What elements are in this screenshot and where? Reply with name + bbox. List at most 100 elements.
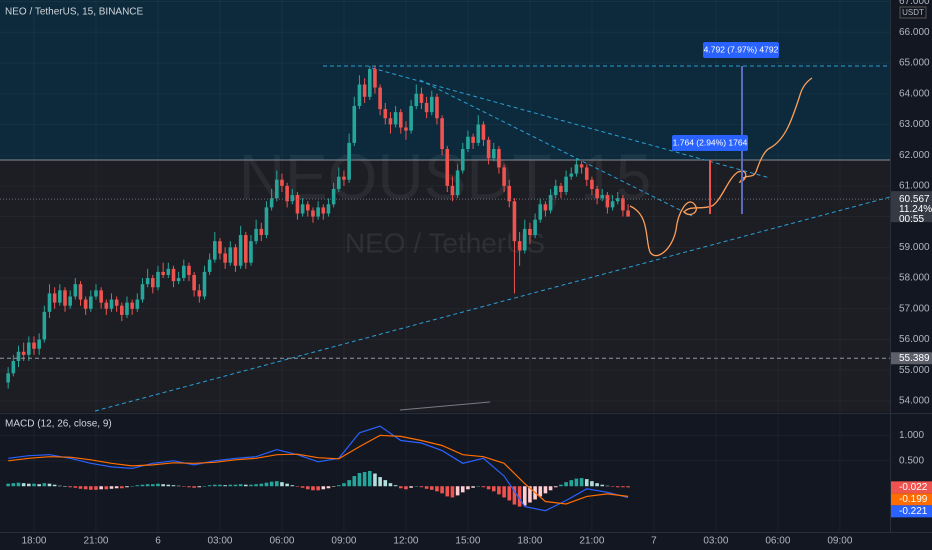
macd-histogram-bar bbox=[590, 481, 594, 487]
level-box bbox=[891, 352, 932, 365]
macd-histogram-bar bbox=[202, 486, 207, 487]
candle-body bbox=[104, 302, 109, 309]
candle-body bbox=[455, 170, 460, 196]
candle-body bbox=[192, 274, 196, 291]
candle-body bbox=[47, 293, 52, 312]
candle-body bbox=[274, 179, 279, 199]
last-price-countdown: 00:55 bbox=[899, 214, 924, 225]
x-tick-label: 09:00 bbox=[331, 536, 356, 547]
y-tick-label: 0.500 bbox=[899, 455, 924, 466]
candle-body bbox=[553, 185, 558, 196]
macd-histogram-bar bbox=[259, 483, 264, 487]
x-tick-label: 7 bbox=[651, 536, 657, 547]
candle-body bbox=[538, 204, 543, 220]
y-tick-label: 55.000 bbox=[899, 365, 930, 376]
macd-histogram-bar bbox=[145, 484, 150, 487]
macd-histogram-bar bbox=[295, 486, 300, 487]
y-tick-label: 57.000 bbox=[899, 303, 930, 314]
y-tick-label: 65.000 bbox=[899, 58, 930, 69]
candle-body bbox=[140, 284, 145, 300]
macd-histogram-bar bbox=[290, 485, 295, 487]
candle-body bbox=[249, 241, 253, 263]
macd-histogram-bar bbox=[476, 486, 481, 487]
candle-body bbox=[610, 201, 615, 208]
candle-body bbox=[409, 105, 413, 131]
candle-body bbox=[305, 204, 310, 211]
candle-body bbox=[590, 179, 594, 189]
candle-body bbox=[336, 176, 341, 189]
candle-body bbox=[52, 293, 57, 303]
macd-histogram-bar bbox=[104, 486, 109, 490]
macd-histogram-bar bbox=[342, 483, 346, 487]
candle-body bbox=[429, 96, 434, 113]
candle-body bbox=[42, 311, 47, 340]
macd-histogram-bar bbox=[569, 480, 574, 487]
macd-histogram-bar bbox=[383, 480, 388, 487]
macd-histogram-bar bbox=[517, 486, 522, 507]
macd-histogram-bar bbox=[156, 483, 160, 487]
candle-body bbox=[269, 198, 274, 208]
candle-body bbox=[145, 278, 150, 285]
candle-body bbox=[414, 93, 419, 106]
candle-body bbox=[176, 278, 181, 282]
macd-histogram-bar bbox=[435, 486, 439, 492]
macd-title[interactable]: MACD (12, 26, close, 9) bbox=[5, 419, 112, 430]
candle-body bbox=[285, 185, 289, 202]
last-price-box bbox=[891, 191, 932, 223]
level-label: 55.389 bbox=[899, 353, 930, 364]
macd-histogram-bar bbox=[274, 481, 279, 487]
candle-body bbox=[295, 195, 300, 214]
macd-histogram-bar bbox=[491, 486, 496, 492]
candle-body bbox=[83, 299, 88, 309]
trendline bbox=[371, 67, 771, 179]
candle-body bbox=[522, 228, 527, 251]
macd-histogram-bar bbox=[305, 486, 310, 490]
candle-body bbox=[58, 290, 62, 303]
candle-body bbox=[393, 112, 398, 125]
macd-histogram-bar bbox=[233, 484, 238, 487]
candle-body bbox=[398, 112, 403, 128]
macd-histogram-bar bbox=[559, 484, 563, 487]
candle-body bbox=[109, 299, 114, 309]
symbol-title[interactable]: NEO / TetherUS, 15, BINANCE bbox=[5, 7, 144, 18]
macd-histogram-bar bbox=[120, 486, 124, 489]
candle-body bbox=[450, 185, 455, 196]
macd-histogram-bar bbox=[481, 486, 486, 488]
currency-box[interactable] bbox=[899, 6, 927, 19]
candle-body bbox=[213, 241, 217, 260]
projection-drawing bbox=[629, 77, 813, 257]
macd-histogram-bar bbox=[32, 483, 36, 487]
macd-histogram-bar bbox=[497, 486, 501, 495]
candle-body bbox=[16, 351, 21, 361]
candle-body bbox=[600, 195, 605, 199]
macd-histogram-bar bbox=[192, 486, 196, 488]
candle-body bbox=[460, 149, 465, 171]
macd-histogram-bar bbox=[321, 486, 326, 490]
candle-body bbox=[373, 69, 377, 88]
y-tick-label: 62.000 bbox=[899, 150, 930, 161]
candle-body bbox=[569, 173, 574, 177]
currency[interactable]: USDT bbox=[902, 8, 924, 17]
candles bbox=[6, 66, 630, 512]
macd-histogram-bar bbox=[424, 486, 429, 489]
macd-histogram-bar bbox=[166, 484, 171, 487]
candle-body bbox=[300, 204, 305, 214]
y-tick-label: 63.000 bbox=[899, 119, 930, 130]
candle-body bbox=[595, 188, 599, 199]
macd-histogram-bar bbox=[78, 486, 83, 489]
candle-body bbox=[32, 342, 36, 349]
macd-histogram-bar bbox=[269, 481, 274, 487]
macd-histogram-bar bbox=[409, 486, 413, 488]
macd-histogram-bar bbox=[414, 486, 419, 487]
watermark: NEOUSDT, 15 bbox=[239, 141, 652, 213]
candle-body bbox=[404, 127, 408, 131]
x-tick-label: 06:00 bbox=[765, 536, 790, 547]
macd-histogram-bar bbox=[548, 486, 553, 491]
macd-histogram-bar bbox=[507, 486, 512, 501]
macd-histogram-bar bbox=[615, 486, 620, 488]
y-tick-label: 59.000 bbox=[899, 242, 930, 253]
y-tick-label: 67.000 bbox=[899, 0, 930, 7]
macd-histogram-bar bbox=[16, 482, 21, 487]
candle-body bbox=[424, 102, 429, 113]
